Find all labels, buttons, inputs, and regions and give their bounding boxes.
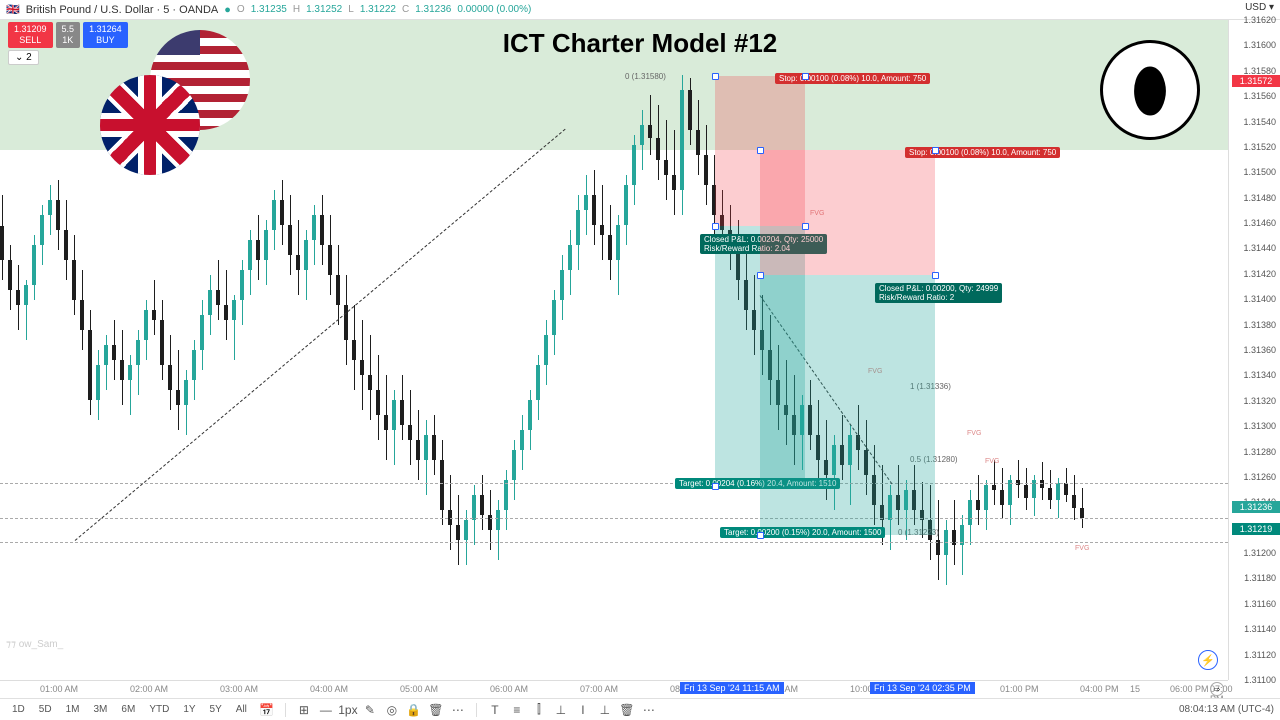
ohlc-display: O1.31235 H1.31252 L1.31222 C1.31236 0.00… [237, 4, 531, 15]
tool-tools1-0[interactable]: ⊞ [294, 701, 314, 719]
tool-tools2-6[interactable]: 🗑 [617, 701, 637, 719]
currency-selector[interactable]: USD ▾ [1241, 0, 1278, 15]
timeframe-1M[interactable]: 1M [60, 702, 86, 717]
spread-display[interactable]: 5.51K [56, 22, 81, 48]
calendar-icon[interactable]: 📅 [257, 701, 277, 719]
timeframe-6M[interactable]: 6M [115, 702, 141, 717]
price-buttons: 1.31209SELL 5.51K 1.31264BUY [8, 22, 128, 48]
symbol-name[interactable]: British Pound / U.S. Dollar · 5 · OANDA [26, 4, 219, 16]
bottom-toolbar: 1D5D1M3M6MYTD1Y5YAll 📅 ⊞—1px✎◎🔒🗑⋯ T≡⫿⊥I⊥… [0, 698, 1280, 720]
tool-tools2-2[interactable]: ⫿ [529, 701, 549, 719]
clock-display: 08:04:13 AM (UTC-4) [1179, 704, 1274, 715]
flag-pair-icon: 🇬🇧 [6, 3, 20, 16]
tool-tools2-7[interactable]: ⋯ [639, 701, 659, 719]
tool-tools1-7[interactable]: ⋯ [448, 701, 468, 719]
timeframe-5Y[interactable]: 5Y [204, 702, 228, 717]
buy-button[interactable]: 1.31264BUY [83, 22, 128, 48]
goto-date-button[interactable]: ⇨ [1210, 682, 1224, 696]
uk-flag-icon [100, 75, 200, 175]
tool-tools2-3[interactable]: ⊥ [551, 701, 571, 719]
brand-logo-icon [1100, 40, 1200, 140]
time-axis[interactable]: 01:00 AM02:00 AM03:00 AM04:00 AM05:00 AM… [0, 680, 1228, 698]
timeframe-1D[interactable]: 1D [6, 702, 31, 717]
tool-tools1-3[interactable]: ✎ [360, 701, 380, 719]
timeframe-All[interactable]: All [230, 702, 253, 717]
sell-button[interactable]: 1.31209SELL [8, 22, 53, 48]
tool-tools2-5[interactable]: ⊥ [595, 701, 615, 719]
timeframe-YTD[interactable]: YTD [143, 702, 175, 717]
tool-tools1-4[interactable]: ◎ [382, 701, 402, 719]
tool-tools2-4[interactable]: I [573, 701, 593, 719]
tool-tools1-2[interactable]: 1px [338, 701, 358, 719]
tool-tools2-1[interactable]: ≡ [507, 701, 527, 719]
watermark: ⁊⁊ ow_Sam_ [6, 639, 63, 650]
expand-toggle[interactable]: ⌄ 2 [8, 50, 39, 65]
chart-title: ICT Charter Model #12 [503, 28, 778, 59]
timeframe-1Y[interactable]: 1Y [177, 702, 201, 717]
price-axis[interactable]: 1.316201.316001.315801.315601.315401.315… [1228, 20, 1280, 680]
tool-tools2-0[interactable]: T [485, 701, 505, 719]
fib-0-label: 0 (1.31580) [625, 72, 666, 81]
flash-icon[interactable]: ⚡ [1198, 650, 1218, 670]
timeframe-5D[interactable]: 5D [33, 702, 58, 717]
top-bar: 🇬🇧 British Pound / U.S. Dollar · 5 · OAN… [0, 0, 1280, 20]
timeframe-3M[interactable]: 3M [88, 702, 114, 717]
tool-tools1-6[interactable]: 🗑 [426, 701, 446, 719]
dot-icon: ● [224, 4, 231, 16]
tool-tools1-5[interactable]: 🔒 [404, 701, 424, 719]
tool-tools1-1[interactable]: — [316, 701, 336, 719]
